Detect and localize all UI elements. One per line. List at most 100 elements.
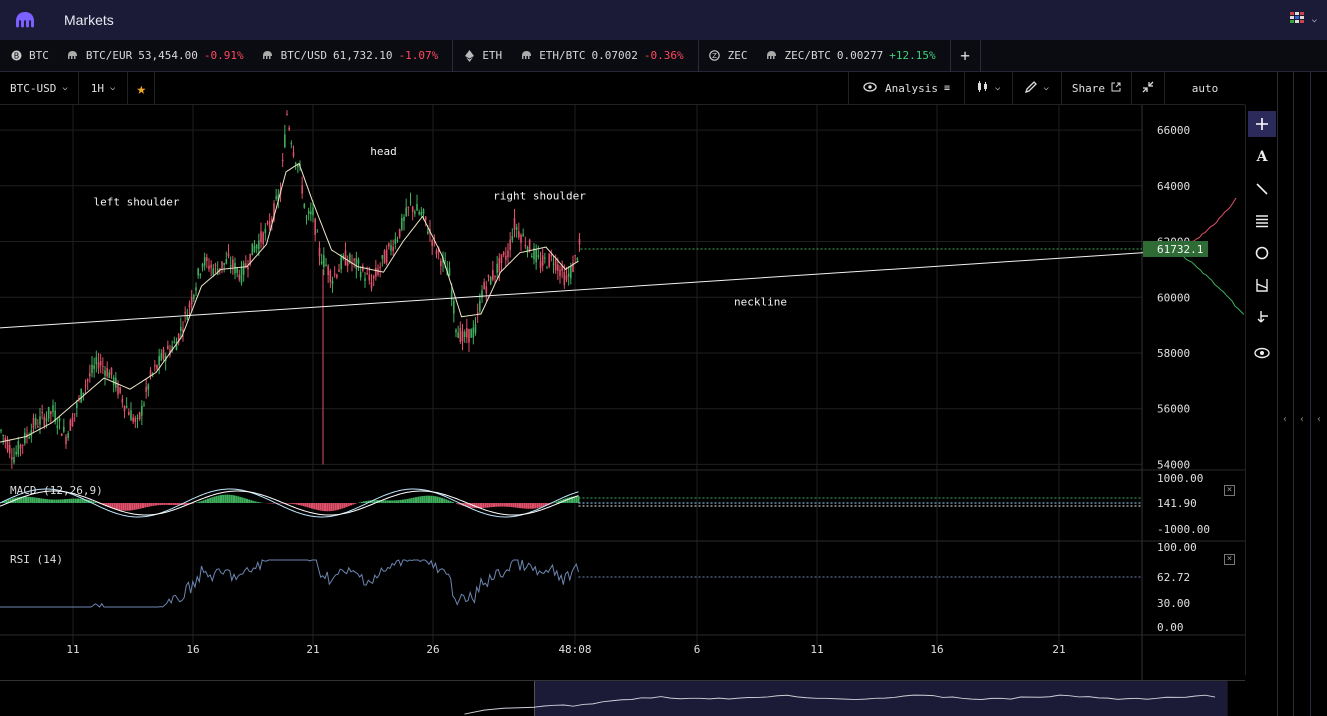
chevron-down-icon[interactable]: ⌵ xyxy=(1311,14,1317,25)
candle-body xyxy=(422,209,425,215)
chart-type-selector[interactable]: ⌵ xyxy=(965,71,1014,105)
draw-tool-selector[interactable]: ⌵ xyxy=(1013,71,1062,105)
candle-body xyxy=(301,185,303,194)
candle-body xyxy=(160,353,163,361)
move-icon[interactable] xyxy=(1248,304,1276,330)
candle-body xyxy=(485,286,488,294)
candle-body xyxy=(524,244,527,247)
candle-body xyxy=(455,329,457,333)
macd-line xyxy=(0,488,579,518)
analysis-button[interactable]: Analysis ≡ xyxy=(848,71,966,105)
rsi-panel: RSI (14) 100.00 62.72 30.00 0.00 xyxy=(0,541,1197,634)
candle-body xyxy=(370,282,373,289)
chevron-down-icon: ⌵ xyxy=(110,83,116,93)
candle-body xyxy=(554,259,557,271)
candle-body xyxy=(162,349,165,359)
candle-body xyxy=(476,312,479,314)
candle-body xyxy=(195,287,197,291)
ticker-item[interactable]: Z ZEC xyxy=(709,49,748,62)
candle-body xyxy=(4,437,7,441)
favorite-button[interactable]: ★ xyxy=(128,71,156,105)
candle-body xyxy=(203,257,206,266)
kraken-logo-icon[interactable] xyxy=(0,0,50,40)
circle-icon[interactable] xyxy=(1248,240,1276,266)
candle-body xyxy=(238,274,241,280)
candle-body xyxy=(316,231,319,233)
candle-body xyxy=(232,259,234,268)
candle-body xyxy=(214,264,217,267)
ticker-item[interactable]: ZEC/BTC 0.00277 +12.15% xyxy=(766,49,936,62)
ticker-item[interactable]: ETH/BTC 0.07002 -0.36% xyxy=(520,49,684,62)
candle-body xyxy=(15,451,17,455)
candle-body xyxy=(294,162,297,165)
ticker-symbol: ZEC/BTC xyxy=(784,49,831,62)
candle-body xyxy=(450,290,453,300)
candle-body xyxy=(409,201,412,203)
candle-body xyxy=(190,296,193,305)
add-ticker-button[interactable]: + xyxy=(951,39,981,72)
candle-body xyxy=(403,216,405,222)
fib-icon[interactable] xyxy=(1248,208,1276,234)
candle-body xyxy=(494,275,496,278)
candle-body xyxy=(99,361,102,366)
candle-body xyxy=(574,255,576,257)
ticker-item[interactable]: ETH xyxy=(463,49,502,62)
candle-body xyxy=(143,404,145,406)
candle-body xyxy=(372,275,375,279)
annotation-label: right shoulder xyxy=(493,190,586,203)
candle-body xyxy=(379,266,381,269)
candle-body xyxy=(312,207,314,216)
candle-body xyxy=(95,356,98,365)
text-icon[interactable]: A xyxy=(1256,149,1268,165)
time-tick-label: 11 xyxy=(810,643,823,656)
candle-body xyxy=(483,281,485,290)
candle-body xyxy=(86,379,89,382)
candle-body xyxy=(333,273,336,275)
candle-body xyxy=(388,243,390,247)
rsi-close-icon[interactable]: × xyxy=(1224,554,1235,565)
price-tick-label: 58000 xyxy=(1157,347,1190,360)
macd-close-icon[interactable]: × xyxy=(1224,485,1235,496)
candle-body xyxy=(188,303,191,308)
candle-body xyxy=(58,417,61,422)
candle-body xyxy=(82,392,85,395)
crosshair-icon[interactable] xyxy=(1248,111,1276,137)
candle-body xyxy=(572,262,574,273)
eye-icon[interactable] xyxy=(1248,340,1276,366)
fullscreen-button[interactable] xyxy=(1132,71,1165,105)
range-navigator[interactable] xyxy=(0,680,1245,716)
candle-body xyxy=(240,266,243,284)
flag-icon[interactable] xyxy=(1289,12,1304,27)
time-tick-label: 21 xyxy=(306,643,319,656)
candle-body xyxy=(474,324,477,334)
ticker-item[interactable]: BTC/EUR 53,454.00 -0.91% xyxy=(67,49,244,62)
side-strip[interactable]: ‹ xyxy=(1310,72,1322,716)
interval-label: 1H xyxy=(90,81,105,95)
candle-body xyxy=(468,329,470,343)
interval-selector[interactable]: 1H ⌵ xyxy=(79,71,129,105)
candle-body xyxy=(470,329,472,338)
candle-body xyxy=(145,386,147,392)
macd-title: MACD (12,26,9) xyxy=(10,484,103,497)
candle-body xyxy=(487,275,490,277)
candle-body xyxy=(427,231,429,234)
candle-body xyxy=(180,326,182,331)
candle-body xyxy=(262,232,264,245)
trendline-icon[interactable] xyxy=(1248,176,1276,202)
candle-body xyxy=(511,236,514,241)
side-strip[interactable]: ‹ xyxy=(1277,72,1288,716)
ticker-item[interactable]: B BTC xyxy=(10,49,49,62)
share-button[interactable]: Share xyxy=(1062,71,1132,105)
scale-mode-button[interactable]: auto xyxy=(1165,72,1245,105)
measure-icon[interactable] xyxy=(1248,272,1276,298)
candle-body xyxy=(158,356,160,366)
side-strip[interactable]: ‹ xyxy=(1293,72,1305,716)
pair-selector[interactable]: BTC-USD ⌵ xyxy=(0,71,79,105)
candle-body xyxy=(206,257,208,261)
candle-body xyxy=(381,255,384,259)
candle-series xyxy=(0,110,581,469)
external-link-icon xyxy=(1111,82,1121,95)
ticker-item[interactable]: BTC/USD 61,732.10 -1.07% xyxy=(262,49,438,62)
eye-icon xyxy=(863,81,877,95)
